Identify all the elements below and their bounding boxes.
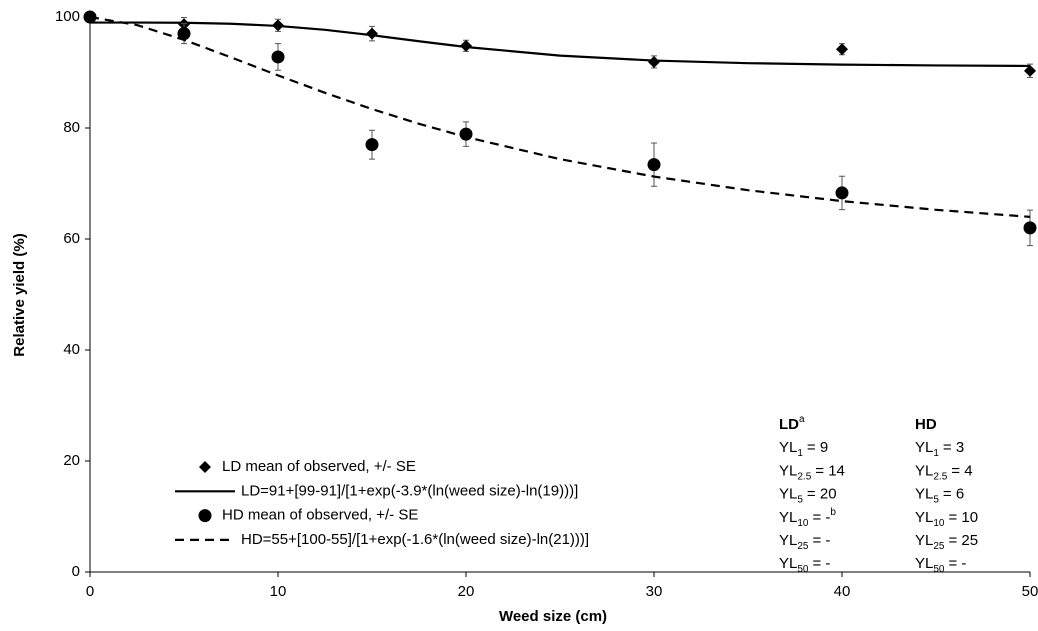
data-point: [365, 138, 379, 152]
x-axis-label: Weed size (cm): [499, 608, 607, 625]
text-part: = 10: [948, 509, 978, 526]
text-part: = 14: [815, 462, 845, 479]
text-part: YL: [779, 532, 797, 549]
legend-swatch: [198, 509, 212, 523]
text-part: YL: [915, 439, 933, 456]
legend-label: HD mean of observed, +/- SE: [222, 507, 418, 524]
text-part: 25: [933, 541, 945, 552]
text-part: = 3: [943, 439, 964, 456]
annotation-cell: YL1 = 9: [779, 439, 828, 459]
text-part: YL: [915, 509, 933, 526]
text-part: YL: [779, 555, 797, 572]
text-part: = -: [812, 532, 830, 549]
x-tick-label: 30: [646, 583, 663, 600]
data-point: [647, 158, 661, 172]
annotation-cell: YL5 = 6: [915, 486, 964, 506]
legend-swatch: [199, 461, 211, 473]
text-part: 1: [797, 448, 803, 459]
data-point: [1024, 64, 1036, 77]
x-tick-label: 20: [458, 583, 475, 600]
fit-line: [89, 15, 1031, 218]
text-part: 50: [797, 564, 809, 575]
text-part: = 25: [948, 532, 978, 549]
data-point: [460, 39, 472, 52]
text-part: YL: [915, 486, 933, 503]
text-part: 10: [933, 518, 945, 529]
annotation-header: LDa: [779, 414, 805, 433]
fit-line: [90, 21, 1031, 68]
y-tick-label: 20: [63, 452, 80, 469]
annotation-cell: YL25 = -: [779, 532, 830, 552]
text-part: = -: [812, 509, 830, 526]
text-part: YL: [779, 509, 797, 526]
annotation-cell: YL10 = -b: [779, 507, 836, 529]
y-tick-label: 100: [55, 8, 80, 25]
annotation-cell: YL5 = 20: [779, 486, 837, 506]
text-part: 5: [933, 495, 939, 506]
text-part: = -: [948, 555, 966, 572]
data-point: [1023, 221, 1037, 235]
text-part: 10: [797, 518, 809, 529]
text-part: b: [830, 507, 836, 518]
annotation-cell: YL2.5 = 14: [779, 462, 845, 482]
text-part: 2.5: [797, 472, 811, 483]
x-tick-label: 40: [834, 583, 851, 600]
text-part: = 4: [951, 462, 972, 479]
text-part: = 9: [807, 439, 828, 456]
annotation-cell: YL50 = -: [779, 555, 830, 575]
y-tick-label: 80: [63, 119, 80, 136]
text-part: 1: [933, 448, 939, 459]
y-tick-label: 40: [63, 341, 80, 358]
text-part: YL: [915, 532, 933, 549]
text-part: 50: [933, 564, 945, 575]
text-part: YL: [779, 462, 797, 479]
legend-label: LD mean of observed, +/- SE: [222, 458, 416, 475]
data-point: [836, 43, 848, 56]
data-point: [648, 55, 660, 68]
text-part: 25: [797, 541, 809, 552]
text-part: 5: [797, 495, 803, 506]
y-axis-label: Relative yield (%): [11, 233, 28, 356]
annotation-cell: YL2.5 = 4: [915, 462, 973, 482]
legend-label: HD=55+[100-55]/[1+exp(-1.6*(ln(weed size…: [241, 531, 589, 548]
x-tick-label: 0: [86, 583, 94, 600]
data-point: [835, 186, 849, 200]
y-tick-label: 0: [72, 563, 80, 580]
annotation-cell: YL25 = 25: [915, 532, 978, 552]
annotation-header: HD: [915, 416, 937, 433]
text-part: YL: [915, 462, 933, 479]
annotation-cell: YL1 = 3: [915, 439, 964, 459]
text-part: = 20: [807, 486, 837, 503]
x-tick-label: 50: [1022, 583, 1038, 600]
data-point: [271, 50, 285, 64]
text-part: YL: [779, 486, 797, 503]
x-tick-label: 10: [270, 583, 287, 600]
text-part: = 6: [943, 486, 964, 503]
data-point: [177, 27, 191, 41]
annotation-cell: YL50 = -: [915, 555, 966, 575]
data-point: [459, 127, 473, 141]
text-part: YL: [779, 439, 797, 456]
legend-label: LD=91+[99-91]/[1+exp(-3.9*(ln(weed size)…: [241, 482, 578, 499]
text-part: LD: [779, 416, 799, 433]
text-part: a: [799, 414, 805, 425]
y-tick-label: 60: [63, 230, 80, 247]
annotation-cell: YL10 = 10: [915, 509, 978, 529]
text-part: YL: [915, 555, 933, 572]
text-part: = -: [812, 555, 830, 572]
text-part: HD: [915, 416, 937, 433]
text-part: 2.5: [933, 472, 947, 483]
